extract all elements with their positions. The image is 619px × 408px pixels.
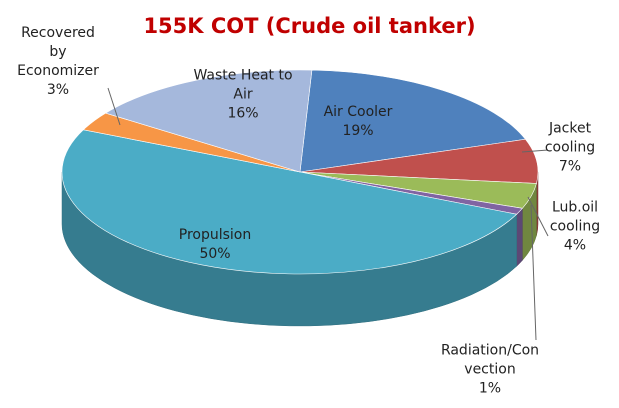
slice	[299, 138, 539, 184]
value-label: 4%	[563, 237, 587, 254]
value-label: 16%	[227, 105, 259, 122]
slice-label: Jacket cooling 7%	[530, 120, 610, 177]
slice-label: Propulsion 50%	[155, 226, 275, 264]
value-label: 3%	[46, 82, 70, 98]
value-label: 7%	[558, 158, 582, 175]
value-label: 1%	[478, 380, 502, 397]
slice	[299, 69, 526, 173]
leader-line	[527, 196, 549, 237]
category-label: Waste Heat to Air	[193, 67, 293, 103]
slice-side	[516, 207, 523, 267]
leader-line	[521, 149, 549, 153]
value-label: 50%	[199, 246, 231, 262]
slice-label: Recovered by Economizer 3%	[13, 24, 103, 100]
category-label: Lub.oil cooling	[549, 199, 601, 235]
slice	[61, 129, 518, 275]
slice-label: Air Cooler 19%	[303, 103, 413, 141]
slice-label: Radiation/Convection 1%	[438, 342, 543, 399]
chart-title: 155K COT (Crude oil tanker)	[143, 14, 476, 38]
slice-label: Waste Heat to Air 16%	[193, 67, 293, 124]
slice-label: Lub.oil cooling 4%	[535, 199, 615, 256]
category-label: Radiation/Convection	[440, 342, 540, 378]
category-label: Propulsion	[178, 227, 252, 243]
leader-line	[530, 204, 537, 341]
category-label: Jacket cooling	[544, 120, 596, 156]
slice	[104, 69, 313, 173]
value-label: 19%	[342, 123, 374, 139]
category-label: Recovered by Economizer	[17, 25, 99, 79]
category-label: Air Cooler	[323, 104, 393, 120]
leader-line	[107, 87, 121, 126]
